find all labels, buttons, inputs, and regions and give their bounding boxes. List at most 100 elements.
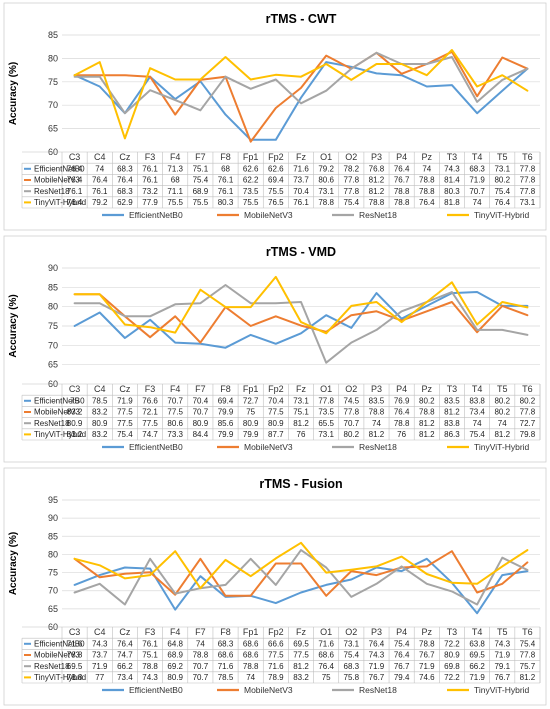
x-tick-label: O1 bbox=[320, 384, 332, 394]
table-cell-value: 80.9 bbox=[167, 673, 183, 682]
table-cell-value: 77.8 bbox=[344, 176, 360, 185]
table-cell-value: 76.1 bbox=[92, 187, 108, 196]
series-line-mobilenetv3 bbox=[73, 550, 529, 597]
table-cell-value: 76.7 bbox=[369, 673, 385, 682]
data-table: C3 C4 Cz F3 F4 F7 F8 Fp1 Fp2 Fz O1 O2 P3 P4 Pz T3 T4 T5 T6… bbox=[21, 383, 541, 441]
x-tick-label: C4 bbox=[94, 152, 106, 162]
table-cell-value: 68.6 bbox=[318, 651, 334, 660]
table-cell-value: 70.7 bbox=[193, 662, 209, 671]
table-cell-value: 68.9 bbox=[193, 187, 209, 196]
legend-entry: ResNet18 bbox=[359, 210, 397, 220]
table-cell-value: 81.2 bbox=[369, 187, 385, 196]
table-cell-value: 77.9 bbox=[142, 198, 158, 207]
table-cell-value: 80.9 bbox=[193, 419, 209, 428]
table-cell-value: 74.3 bbox=[92, 639, 108, 648]
table-cell-value: 71.9 bbox=[469, 176, 485, 185]
table-row-label: ResNet18 bbox=[34, 662, 70, 671]
table-cell-value: 74 bbox=[422, 164, 431, 173]
x-tick-label: F3 bbox=[145, 152, 156, 162]
table-cell-value: 66.2 bbox=[117, 662, 133, 671]
table-cell-value: 76.4 bbox=[369, 639, 385, 648]
table-cell-value: 77.8 bbox=[318, 396, 334, 405]
x-tick-label: T4 bbox=[472, 384, 483, 394]
table-cell-value: 78.2 bbox=[344, 164, 360, 173]
x-tick-label: T3 bbox=[447, 152, 458, 162]
table-cell-value: 78.8 bbox=[67, 673, 83, 682]
table-cell-value: 81.2 bbox=[419, 419, 435, 428]
table-cell-value: 71.6 bbox=[268, 662, 284, 671]
x-tick-label: Fp2 bbox=[268, 627, 284, 637]
table-cell-value: 76 bbox=[297, 430, 306, 439]
table-row-label: ResNet18 bbox=[34, 419, 70, 428]
table-cell-value: 78.8 bbox=[369, 198, 385, 207]
table-cell-value: 76.4 bbox=[419, 198, 435, 207]
table-cell-value: 71.3 bbox=[167, 164, 183, 173]
table-row-label: TinyViT-Hybrid bbox=[34, 673, 86, 682]
table-cell-value: 76.1 bbox=[293, 198, 309, 207]
table-cell-value: 77.5 bbox=[167, 408, 183, 417]
x-tick-label: T6 bbox=[522, 384, 533, 394]
table-cell-value: 74.5 bbox=[344, 396, 360, 405]
table-cell-value: 75.4 bbox=[193, 176, 209, 185]
legend: EfficientNetB0 MobileNetV3 ResNet18 TinyViT… bbox=[102, 210, 530, 220]
table-cell-value: 79.4 bbox=[394, 673, 410, 682]
table-cell-value: 71.9 bbox=[92, 662, 108, 671]
table-cell-value: 78.8 bbox=[369, 408, 385, 417]
table-cell-value: 73.3 bbox=[167, 430, 183, 439]
x-tick-label: F3 bbox=[145, 627, 156, 637]
y-tick-label: 65 bbox=[48, 360, 58, 370]
table-row-label: MobileNetV3 bbox=[34, 408, 80, 417]
table-cell-value: 76.7 bbox=[419, 651, 435, 660]
table-cell-value: 76.4 bbox=[318, 662, 334, 671]
table-cell-value: 77.5 bbox=[142, 419, 158, 428]
table-cell-value: 76.1 bbox=[218, 176, 234, 185]
table-cell-value: 86.3 bbox=[444, 430, 460, 439]
table-cell-value: 77.8 bbox=[344, 187, 360, 196]
table-row-label: ResNet18 bbox=[34, 187, 70, 196]
table-cell-value: 76.4 bbox=[394, 651, 410, 660]
chart-title: rTMS - CWT bbox=[266, 12, 337, 26]
table-cell-value: 74 bbox=[196, 639, 205, 648]
table-cell-value: 77.8 bbox=[520, 164, 536, 173]
table-cell-value: 72.1 bbox=[142, 408, 158, 417]
table-cell-value: 75.4 bbox=[344, 651, 360, 660]
table-cell-value: 71.6 bbox=[67, 639, 83, 648]
table-cell-value: 76.4 bbox=[117, 176, 133, 185]
table-cell-value: 83.8 bbox=[444, 419, 460, 428]
table-cell-value: 62.6 bbox=[268, 164, 284, 173]
x-tick-label: F4 bbox=[170, 152, 181, 162]
table-row-label: EfficientNetB0 bbox=[34, 164, 85, 173]
x-tick-label: F7 bbox=[195, 152, 206, 162]
table-cell-value: 69.8 bbox=[444, 662, 460, 671]
table-cell-value: 73.1 bbox=[520, 198, 536, 207]
x-tick-label: O1 bbox=[320, 152, 332, 162]
table-cell-value: 81.2 bbox=[494, 430, 510, 439]
table-cell-value: 75.5 bbox=[268, 187, 284, 196]
table-cell-value: 77.8 bbox=[520, 408, 536, 417]
table-cell-value: 70.7 bbox=[344, 419, 360, 428]
table-cell-value: 68 bbox=[221, 164, 230, 173]
x-tick-label: Fz bbox=[296, 152, 306, 162]
series-line-mobilenetv3 bbox=[73, 293, 529, 344]
table-cell-value: 74.7 bbox=[117, 651, 133, 660]
table-cell-value: 74.3 bbox=[494, 639, 510, 648]
table-cell-value: 81.2 bbox=[293, 419, 309, 428]
table-cell-value: 81.2 bbox=[293, 662, 309, 671]
table-cell-value: 74.7 bbox=[142, 430, 158, 439]
table-cell-value: 79.2 bbox=[92, 198, 108, 207]
table-cell-value: 83.2 bbox=[293, 673, 309, 682]
table-cell-value: 80.9 bbox=[268, 419, 284, 428]
table-cell-value: 74 bbox=[473, 419, 482, 428]
y-tick-label: 85 bbox=[48, 30, 58, 40]
table-cell-value: 62.6 bbox=[243, 164, 259, 173]
table-cell-value: 79.9 bbox=[218, 408, 234, 417]
table-cell-value: 76.8 bbox=[369, 164, 385, 173]
legend-entry: MobileNetV3 bbox=[244, 442, 293, 452]
table-cell-value: 75.4 bbox=[394, 639, 410, 648]
table-cell-value: 77 bbox=[95, 673, 104, 682]
table-cell-value: 68 bbox=[171, 176, 180, 185]
table-cell-value: 74 bbox=[95, 164, 104, 173]
series-line-tinyvit-hybrid bbox=[73, 541, 529, 590]
